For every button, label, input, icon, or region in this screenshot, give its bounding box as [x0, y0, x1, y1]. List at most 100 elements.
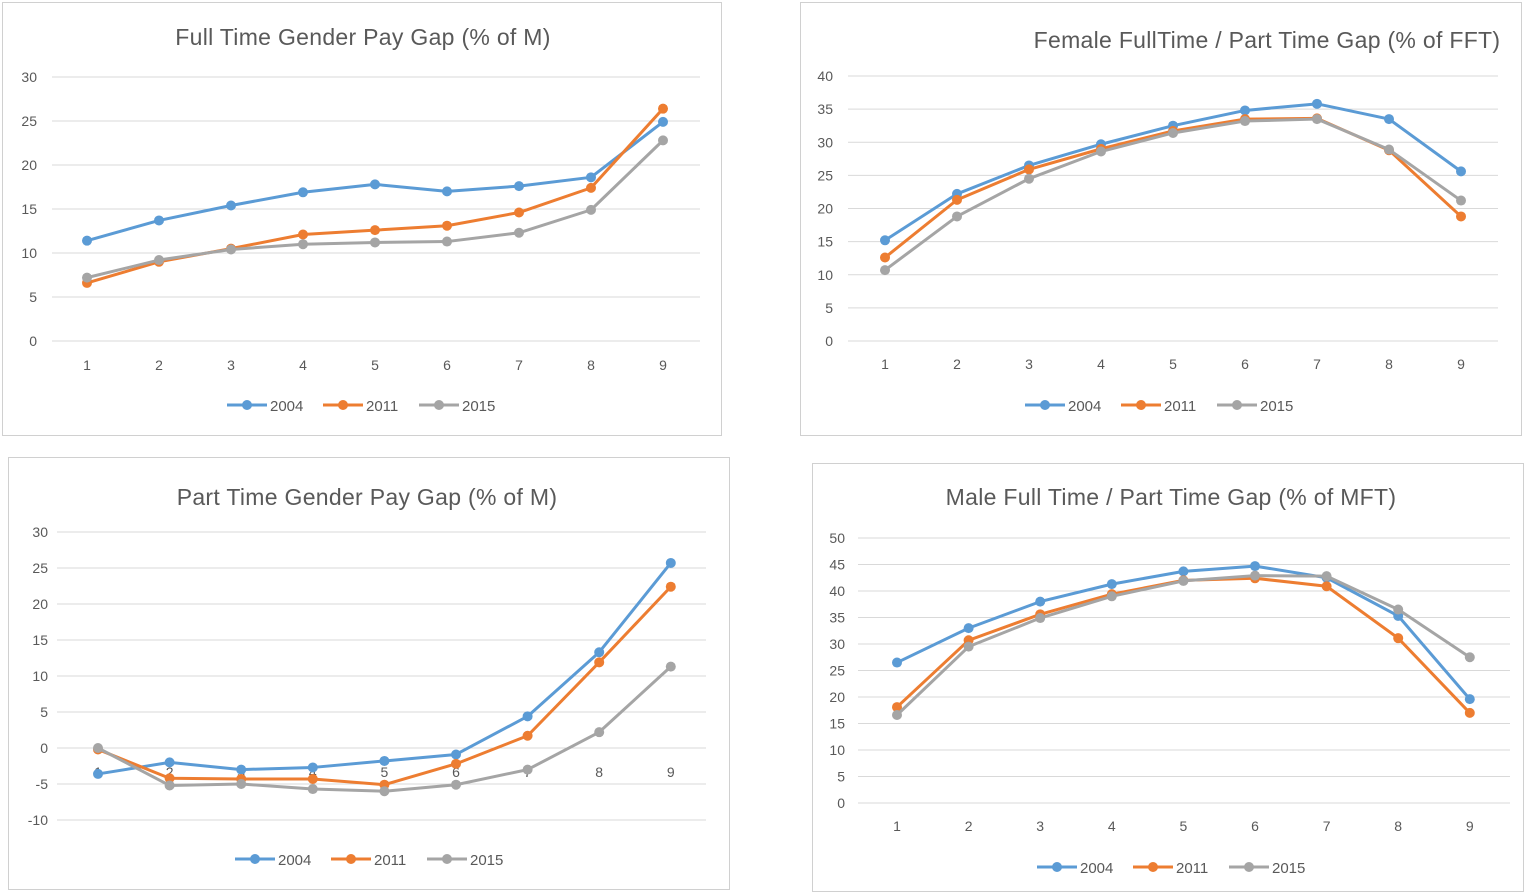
data-point [451, 758, 461, 769]
y-tick-label: 15 [32, 632, 48, 648]
legend-item-2004: 2004 [1025, 398, 1101, 415]
y-tick-label: -10 [28, 812, 48, 828]
series-line [895, 574, 1471, 717]
legend-marker [434, 400, 444, 410]
series-line [895, 576, 1471, 714]
x-tick-label: 5 [1169, 356, 1177, 372]
y-tick-label: 20 [829, 689, 845, 705]
data-point [154, 255, 164, 266]
chart-panel-part-time-gender-pay-gap: Part Time Gender Pay Gap (% of M) -10 -5 0… [8, 457, 730, 890]
legend: 2004 2011 2015 [235, 852, 503, 869]
data-point [1464, 707, 1475, 718]
data-point [892, 702, 902, 713]
data-point [1106, 591, 1117, 602]
data-point [236, 764, 247, 775]
legend-label: 2004 [1080, 860, 1113, 877]
y-tick-label: 25 [21, 113, 37, 129]
x-tick-label: 3 [1036, 818, 1044, 834]
data-point [1240, 105, 1250, 116]
data-point [880, 265, 890, 276]
legend-item-2004: 2004 [235, 852, 311, 869]
chart-title: Female FullTime / Part Time Gap (% of FF… [1034, 27, 1501, 53]
data-point [880, 235, 890, 246]
data-point [451, 779, 461, 790]
legend-marker [346, 854, 356, 864]
y-tick-label: 0 [40, 740, 48, 756]
y-tick-label: 5 [825, 300, 833, 316]
gridlines [57, 531, 706, 821]
data-point [379, 786, 390, 797]
y-tick-label: 30 [21, 69, 37, 85]
data-point [1393, 633, 1404, 644]
series-line [896, 564, 1471, 701]
legend-item-2011: 2011 [323, 398, 398, 415]
legend-marker [338, 400, 348, 410]
data-point [665, 661, 676, 672]
legend: 2004 2011 2015 [1037, 860, 1305, 877]
x-tick-label: 6 [452, 764, 460, 780]
data-point [442, 236, 452, 247]
y-tick-label: -5 [36, 776, 49, 792]
y-tick-label: 10 [32, 668, 48, 684]
data-point [963, 623, 974, 634]
data-point [307, 784, 318, 795]
legend-marker [250, 854, 260, 864]
y-tick-label: 25 [817, 167, 833, 183]
data-point [164, 780, 175, 791]
data-point [522, 730, 533, 741]
data-point [1321, 571, 1332, 582]
data-point [586, 204, 596, 215]
legend-marker [1244, 862, 1254, 872]
data-point [1168, 127, 1178, 138]
data-point [1464, 694, 1475, 705]
legend-label: 2011 [374, 852, 406, 869]
y-tick-label: 50 [829, 530, 845, 546]
legend-label: 2015 [470, 852, 503, 869]
y-tick-label: 20 [21, 157, 37, 173]
x-tick-label: 4 [299, 357, 307, 373]
data-point [522, 764, 533, 775]
legend-marker [1040, 400, 1050, 410]
data-point [370, 237, 380, 248]
x-tick-label: 5 [1180, 818, 1188, 834]
data-point [154, 215, 164, 226]
data-point [93, 768, 103, 779]
data-point [658, 103, 668, 114]
data-point [880, 252, 890, 263]
data-point [298, 229, 308, 240]
x-tick-label: 7 [1323, 818, 1331, 834]
data-point [892, 657, 902, 668]
x-tick-label: 6 [1241, 356, 1249, 372]
chart-title: Male Full Time / Part Time Gap (% of MFT… [946, 484, 1397, 510]
data-point [1312, 114, 1322, 125]
x-tick-label: 4 [1108, 818, 1116, 834]
legend-label: 2004 [278, 852, 311, 869]
legend-item-2004: 2004 [227, 398, 303, 415]
x-tick-label: 5 [371, 357, 379, 373]
legend-item-2015: 2015 [1229, 860, 1305, 877]
data-point [514, 181, 524, 192]
data-point [307, 773, 318, 784]
data-point [236, 779, 247, 789]
legend-item-2011: 2011 [331, 852, 406, 869]
data-point [1035, 613, 1046, 624]
data-point [1250, 570, 1260, 581]
data-point [370, 179, 380, 190]
x-tick-label: 3 [227, 357, 235, 373]
data-point [963, 641, 974, 652]
data-point [226, 200, 236, 211]
data-point [442, 186, 452, 197]
x-tick-label: 5 [381, 764, 389, 780]
y-tick-label: 30 [32, 524, 48, 540]
line-chart: Full Time Gender Pay Gap (% of M) 051015… [21, 24, 700, 415]
legend-marker [1136, 400, 1146, 410]
y-tick-label: 0 [825, 333, 833, 349]
y-tick-label: 15 [817, 234, 833, 250]
series-2015 [892, 570, 1475, 721]
series-2015 [93, 661, 676, 797]
x-tick-label: 3 [1025, 356, 1033, 372]
data-point [594, 657, 605, 668]
y-tick-label: 10 [21, 245, 37, 261]
y-tick-label: 10 [829, 742, 845, 758]
data-point [586, 182, 596, 193]
